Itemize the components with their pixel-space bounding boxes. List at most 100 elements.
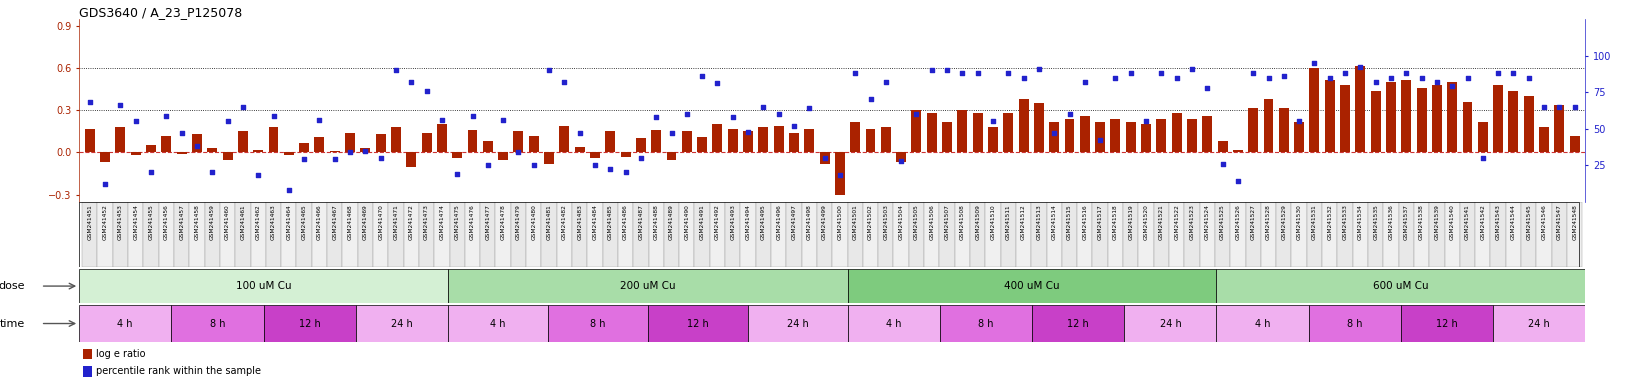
Point xyxy=(1439,83,1465,89)
Bar xyxy=(236,202,250,267)
Text: GSM241511: GSM241511 xyxy=(1005,204,1010,240)
Point xyxy=(658,130,684,136)
Point xyxy=(122,118,148,124)
Text: GSM241458: GSM241458 xyxy=(194,204,199,240)
Point xyxy=(689,73,715,79)
Text: GSM241515: GSM241515 xyxy=(1066,204,1071,240)
Point xyxy=(1561,104,1587,110)
Bar xyxy=(115,127,125,152)
Text: 24 h: 24 h xyxy=(786,318,809,329)
Bar xyxy=(391,127,400,152)
Text: GSM241542: GSM241542 xyxy=(1480,204,1485,240)
Point xyxy=(796,105,822,111)
Bar xyxy=(1032,305,1124,342)
Bar xyxy=(79,269,448,303)
Text: GSM241498: GSM241498 xyxy=(808,204,812,240)
Bar xyxy=(1200,202,1215,267)
Point xyxy=(168,130,194,136)
Point xyxy=(536,67,562,73)
Bar xyxy=(880,127,892,152)
Bar xyxy=(694,202,710,267)
Point xyxy=(1285,118,1312,124)
Text: GSM241512: GSM241512 xyxy=(1022,204,1027,240)
Bar xyxy=(1432,85,1442,152)
Text: GSM241460: GSM241460 xyxy=(226,204,231,240)
Bar xyxy=(847,269,1216,303)
Bar xyxy=(1292,202,1307,267)
Bar xyxy=(1233,150,1243,152)
Bar xyxy=(1261,202,1276,267)
Bar xyxy=(147,146,157,152)
Bar xyxy=(344,133,354,152)
Bar xyxy=(1445,202,1460,267)
Point xyxy=(1393,70,1419,76)
Bar xyxy=(1015,202,1032,267)
Point xyxy=(1454,74,1480,81)
Bar xyxy=(743,131,753,152)
Bar xyxy=(404,202,419,267)
Bar xyxy=(1276,202,1292,267)
Point xyxy=(153,113,180,119)
Point xyxy=(597,166,623,172)
Bar xyxy=(836,152,845,195)
Bar xyxy=(1493,305,1585,342)
Text: GSM241486: GSM241486 xyxy=(623,204,628,240)
Point xyxy=(1117,70,1144,76)
Point xyxy=(934,67,961,73)
Text: GSM241461: GSM241461 xyxy=(241,204,246,240)
Text: 8 h: 8 h xyxy=(590,318,605,329)
Bar xyxy=(633,202,649,267)
Bar xyxy=(771,202,786,267)
Text: GSM241525: GSM241525 xyxy=(1220,204,1224,240)
Text: 8 h: 8 h xyxy=(1346,318,1363,329)
Bar xyxy=(1340,85,1350,152)
Text: GSM241482: GSM241482 xyxy=(562,204,567,240)
Text: GSM241530: GSM241530 xyxy=(1297,204,1302,240)
Bar xyxy=(636,139,646,152)
Bar xyxy=(648,305,748,342)
Point xyxy=(582,162,608,168)
Point xyxy=(1346,64,1373,70)
Bar xyxy=(437,124,447,152)
Bar xyxy=(1033,103,1043,152)
Point xyxy=(1103,74,1129,81)
Point xyxy=(246,172,272,179)
Point xyxy=(275,187,302,193)
Text: 100 uM Cu: 100 uM Cu xyxy=(236,281,292,291)
Point xyxy=(1210,161,1236,167)
Point xyxy=(92,181,119,187)
Bar xyxy=(1478,122,1488,152)
Point xyxy=(475,162,501,168)
Text: GSM241517: GSM241517 xyxy=(1098,204,1103,240)
Bar xyxy=(222,152,232,159)
Text: GSM241544: GSM241544 xyxy=(1511,204,1516,240)
Point xyxy=(214,118,241,124)
Bar xyxy=(954,202,971,267)
Bar xyxy=(1353,202,1368,267)
Bar xyxy=(269,127,279,152)
Point xyxy=(1317,74,1343,81)
Bar xyxy=(804,129,814,152)
Text: GSM241519: GSM241519 xyxy=(1129,204,1134,240)
Text: 24 h: 24 h xyxy=(1528,318,1551,329)
Point xyxy=(260,113,287,119)
Text: 24 h: 24 h xyxy=(1160,318,1182,329)
Text: GSM241454: GSM241454 xyxy=(133,204,138,240)
Text: 24 h: 24 h xyxy=(391,318,412,329)
Bar xyxy=(1524,96,1534,152)
Point xyxy=(1025,66,1051,72)
Bar xyxy=(847,202,864,267)
Bar xyxy=(1460,202,1475,267)
Point xyxy=(903,111,929,117)
Point xyxy=(720,114,747,120)
Text: GSM241493: GSM241493 xyxy=(730,204,735,240)
Text: GSM241520: GSM241520 xyxy=(1144,204,1149,240)
Point xyxy=(1239,70,1266,76)
Bar xyxy=(315,137,325,152)
Bar xyxy=(587,202,603,267)
Text: time: time xyxy=(0,318,25,329)
Bar xyxy=(1401,305,1493,342)
Point xyxy=(781,122,808,129)
Bar xyxy=(1521,202,1536,267)
Text: GSM241507: GSM241507 xyxy=(944,204,949,240)
